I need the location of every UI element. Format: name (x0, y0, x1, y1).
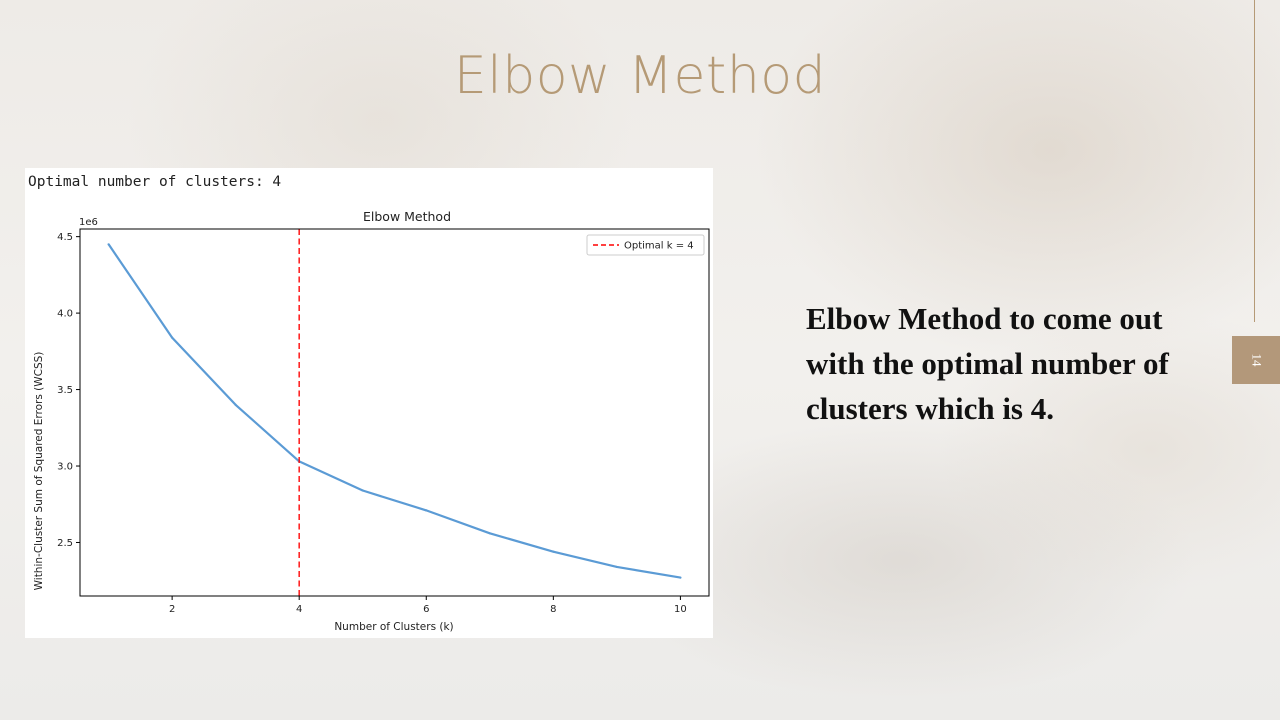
page-number-badge: 14 (1232, 336, 1280, 384)
x-tick-label: 2 (169, 604, 175, 615)
x-axis-label: Number of Clusters (k) (334, 621, 453, 633)
legend-label: Optimal k = 4 (624, 241, 694, 252)
y-offset-label: 1e6 (79, 217, 98, 228)
wcss-series-line (107, 243, 681, 579)
x-tick-label: 4 (296, 604, 302, 615)
slide-title: Elbow Method (453, 46, 827, 106)
data-point (552, 550, 555, 553)
decorative-vertical-line (1254, 0, 1255, 322)
data-point (107, 243, 110, 246)
output-text: Optimal number of clusters: 4 (28, 174, 281, 190)
data-point (171, 336, 174, 339)
y-tick-label: 2.5 (57, 538, 73, 549)
data-point (615, 565, 618, 569)
x-tick-label: 10 (674, 604, 687, 615)
y-axis-label: Within-Cluster Sum of Squared Errors (WC… (33, 352, 45, 591)
y-tick-label: 3.0 (57, 462, 73, 473)
x-tick-label: 6 (423, 604, 429, 615)
plot-frame (79, 228, 710, 597)
data-point (488, 532, 491, 535)
x-tick-label: 8 (550, 604, 556, 615)
legend-box (586, 234, 705, 256)
slide-body-text: Elbow Method to come out with the optima… (806, 301, 1169, 426)
y-tick-label: 4.5 (57, 232, 73, 243)
y-tick-label: 4.0 (57, 309, 73, 320)
data-point (679, 576, 682, 579)
chart-image: Optimal number of clusters: 4 Elbow Meth… (25, 168, 713, 638)
page-number: 14 (1249, 353, 1264, 367)
data-point (234, 403, 237, 406)
chart-title: Elbow Method (363, 209, 451, 224)
data-point (425, 509, 428, 512)
y-tick-label: 3.5 (57, 385, 73, 396)
data-point (361, 489, 364, 492)
elbow-chart: Optimal number of clusters: 4 Elbow Meth… (28, 174, 710, 633)
